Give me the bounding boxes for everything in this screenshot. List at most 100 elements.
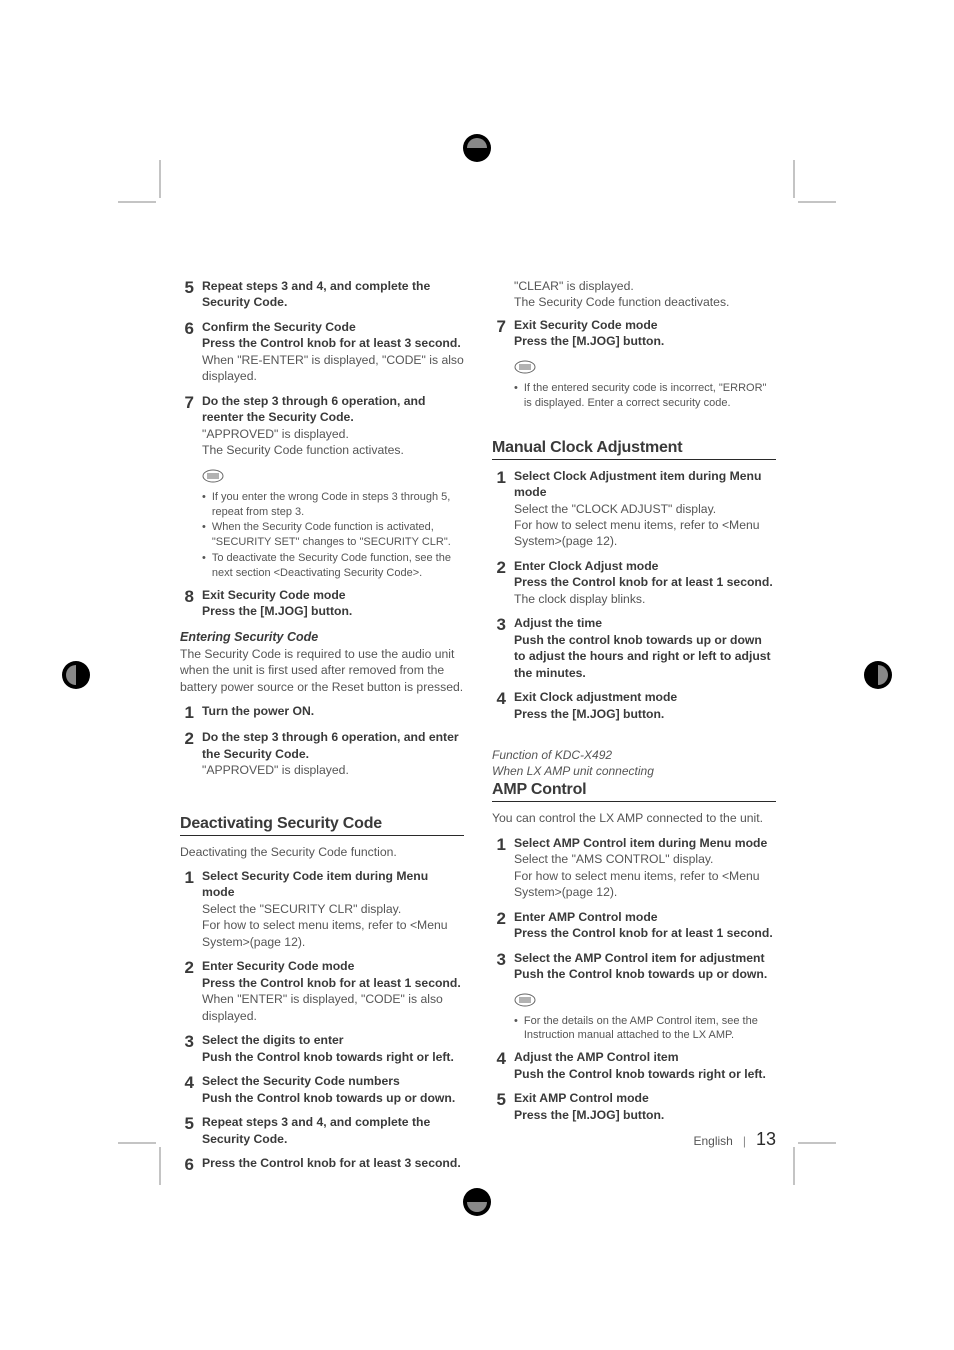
step-desc: Select the "CLOCK ADJUST" display.	[514, 501, 776, 517]
step-num: 5	[180, 278, 194, 311]
step-text: Push the Control knob towards up or down…	[202, 1090, 464, 1106]
section-title: Deactivating Security Code	[180, 815, 464, 836]
step-text: Turn the power ON.	[202, 704, 314, 718]
step-num: 1	[180, 868, 194, 950]
step-num: 3	[492, 615, 506, 681]
step-desc: When "RE-ENTER" is displayed, "CODE" is …	[202, 352, 464, 385]
step: 2Enter AMP Control modePress the Control…	[492, 909, 776, 942]
step-text: Adjust the time	[514, 615, 776, 631]
step-num: 5	[492, 1090, 506, 1123]
step-desc: For how to select menu items, refer to <…	[514, 517, 776, 550]
step-text: Push the Control knob towards right or l…	[514, 1066, 776, 1082]
crop-tr	[776, 160, 836, 225]
section-title: Manual Clock Adjustment	[492, 439, 776, 460]
step: 1Select Security Code item during Menu m…	[180, 868, 464, 950]
note-list: •If the entered security code is incorre…	[514, 381, 776, 411]
subsection-title: Entering Security Code	[180, 630, 464, 644]
step: 4Exit Clock adjustment modePress the [M.…	[492, 689, 776, 722]
note-list: •For the details on the AMP Control item…	[514, 1014, 776, 1044]
reg-mark-top	[457, 128, 497, 168]
note-list: •If you enter the wrong Code in steps 3 …	[202, 490, 464, 581]
step: 1Select Clock Adjustment item during Men…	[492, 468, 776, 550]
step-desc: When "ENTER" is displayed, "CODE" is als…	[202, 991, 464, 1024]
page-number: 13	[756, 1129, 776, 1150]
step-text: Press the [M.JOG] button.	[514, 333, 776, 349]
step-text: Select Clock Adjustment item during Menu…	[514, 468, 776, 501]
step: 4 Adjust the AMP Control itemPush the Con…	[492, 1049, 776, 1082]
step-num: 2	[180, 729, 194, 778]
footer-lang: English	[693, 1134, 732, 1148]
step-text: Push the control knob towards up or down…	[514, 632, 776, 681]
step-text: Do the step 3 through 6 operation, and r…	[202, 393, 464, 426]
crop-bl	[118, 1125, 178, 1190]
step-text: Repeat steps 3 and 4, and complete the S…	[202, 279, 430, 309]
step-text: Press the Control knob for at least 1 se…	[514, 574, 776, 590]
step-text: Press the [M.JOG] button.	[514, 706, 776, 722]
right-column: "CLEAR" is displayed. The Security Code …	[492, 278, 776, 1181]
step: 6 Press the Control knob for at least 3 s…	[180, 1155, 464, 1173]
step-desc: The clock display blinks.	[514, 591, 776, 607]
intro-text: The Security Code is required to use the…	[180, 646, 464, 695]
step-num: 2	[492, 909, 506, 942]
section-title: AMP Control	[492, 781, 776, 802]
step-desc: "APPROVED" is displayed.	[202, 426, 464, 442]
step: 6 Confirm the Security Code Press the Co…	[180, 319, 464, 385]
step-text: Enter Security Code mode	[202, 958, 464, 974]
crop-br	[776, 1125, 836, 1190]
reg-mark-bottom	[457, 1182, 497, 1222]
step-desc: Select the "AMS CONTROL" display.	[514, 851, 776, 867]
step-desc: For how to select menu items, refer to <…	[202, 917, 464, 950]
step-num: 2	[492, 558, 506, 607]
step: 8 Exit Security Code mode Press the [M.J…	[180, 587, 464, 620]
step-text: Enter Clock Adjust mode	[514, 558, 776, 574]
step-num: 6	[180, 1155, 194, 1173]
note-text: For the details on the AMP Control item,…	[524, 1014, 776, 1044]
crop-tl	[118, 160, 178, 225]
step-text: Press the Control knob for at least 1 se…	[514, 925, 776, 941]
step: 3Select the digits to enterPush the Cont…	[180, 1032, 464, 1065]
step-desc: "APPROVED" is displayed.	[202, 762, 464, 778]
step-num: 5	[180, 1114, 194, 1147]
step-text: Repeat steps 3 and 4, and complete the S…	[202, 1114, 464, 1147]
step: 5 Repeat steps 3 and 4, and complete the…	[180, 278, 464, 311]
step: 3 Adjust the timePush the control knob to…	[492, 615, 776, 681]
step-num: 3	[180, 1032, 194, 1065]
footer-divider: |	[743, 1134, 746, 1148]
step-desc: The Security Code function deactivates.	[514, 294, 776, 310]
step-text: Select Security Code item during Menu mo…	[202, 868, 464, 901]
step-text: Press the Control knob for at least 1 se…	[202, 975, 464, 991]
step-text: Select the Security Code numbers	[202, 1073, 464, 1089]
note-icon	[514, 993, 536, 1007]
step-text: Press the Control knob for at least 3 se…	[202, 1155, 464, 1171]
step-text: Push the Control knob towards up or down…	[514, 966, 776, 982]
note-icon	[202, 469, 224, 483]
step-text: Do the step 3 through 6 operation, and e…	[202, 729, 464, 762]
step-text: Select the AMP Control item for adjustme…	[514, 950, 776, 966]
function-of-line: Function of KDC-X492	[492, 748, 776, 764]
step-text: Press the [M.JOG] button.	[514, 1107, 776, 1123]
step-num: 1	[180, 703, 194, 721]
step-num: 4	[492, 1049, 506, 1082]
step-desc: "CLEAR" is displayed.	[514, 278, 776, 294]
step-desc: Select the "SECURITY CLR" display.	[202, 901, 464, 917]
step: 2 Enter Security Code modePress the Contr…	[180, 958, 464, 1024]
reg-mark-left	[56, 655, 96, 695]
note-icon	[514, 360, 536, 374]
step-num: 2	[180, 958, 194, 1024]
page-content: 5 Repeat steps 3 and 4, and complete the…	[180, 278, 776, 1181]
step-num: 7	[492, 317, 506, 350]
note-text: If you enter the wrong Code in steps 3 t…	[212, 490, 464, 520]
step-text: Exit Security Code mode	[202, 587, 464, 603]
note-text: When the Security Code function is activ…	[212, 520, 464, 550]
step-text: Exit AMP Control mode	[514, 1090, 776, 1106]
step: 4Select the Security Code numbersPush th…	[180, 1073, 464, 1106]
step-num: 1	[492, 835, 506, 901]
intro-text: Deactivating the Security Code function.	[180, 844, 464, 860]
step-num: 6	[180, 319, 194, 385]
step-text: Adjust the AMP Control item	[514, 1049, 776, 1065]
function-of-line: When LX AMP unit connecting	[492, 764, 776, 780]
step-text: Confirm the Security Code	[202, 319, 464, 335]
step: 1Select AMP Control item during Menu mod…	[492, 835, 776, 901]
step-text: Press the Control knob for at least 3 se…	[202, 335, 464, 351]
step-text: Push the Control knob towards right or l…	[202, 1049, 464, 1065]
